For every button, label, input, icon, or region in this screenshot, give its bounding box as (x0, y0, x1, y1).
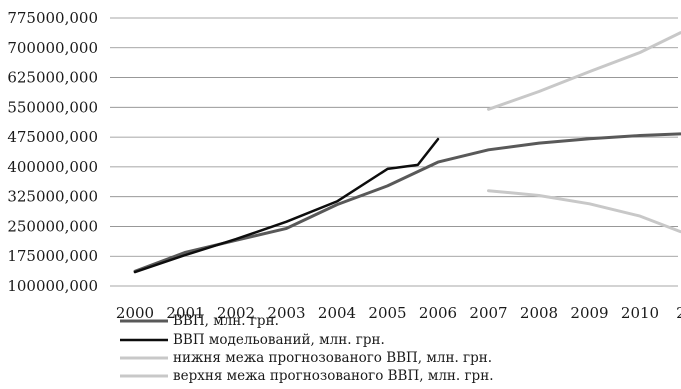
y-tick-label: 475000,000 (7, 128, 98, 146)
legend-label: ВВП, млн. грн. (173, 313, 279, 329)
x-tick-label: 2007 (469, 304, 507, 322)
x-tick-label: 2004 (318, 304, 356, 322)
series-line-4 (487, 31, 681, 111)
y-tick-label: 175000,000 (7, 247, 98, 265)
x-tick-label: 2005 (368, 304, 406, 322)
x-tick-label: 201 (676, 304, 681, 322)
y-tick-label: 100000,000 (7, 277, 98, 295)
y-axis: 775000,000 700000,000 625000,000 550000,000… (7, 9, 98, 295)
x-tick-label: 2002 (217, 304, 255, 322)
x-tick-label: 2008 (520, 304, 558, 322)
x-tick-label: 2000 (116, 304, 154, 322)
series-line-2 (133, 137, 440, 274)
series-line-3 (487, 189, 681, 234)
y-tick-label: 700000,000 (7, 39, 98, 57)
x-tick-label: 2003 (267, 304, 305, 322)
series-lines (133, 31, 681, 274)
y-tick-label: 400000,000 (7, 158, 98, 176)
x-tick-label: 2006 (419, 304, 457, 322)
y-tick-label: 325000,000 (7, 188, 98, 206)
y-tick-label: 775000,000 (7, 9, 98, 27)
x-tick-label: 2001 (166, 304, 204, 322)
y-tick-label: 250000,000 (7, 217, 98, 235)
x-tick-label: 2010 (621, 304, 659, 322)
y-tick-label: 550000,000 (7, 98, 98, 116)
gridlines (110, 17, 678, 287)
x-axis: 2000 2001 2002 2003 2004 2005 2006 2007 2008 2009… (116, 304, 681, 322)
legend-label: ВВП модельований, млн. грн. (173, 332, 385, 348)
x-tick-label: 2009 (570, 304, 608, 322)
series-line-1 (133, 132, 681, 273)
legend-label: верхня межа прогнозованого ВВП, млн. грн… (173, 368, 493, 384)
legend: ВВП, млн. грн. ВВП модельований, млн. грн… (120, 313, 493, 384)
legend-label: нижня межа прогнозованого ВВП, млн. грн. (173, 350, 492, 366)
y-tick-label: 625000,000 (7, 69, 98, 87)
